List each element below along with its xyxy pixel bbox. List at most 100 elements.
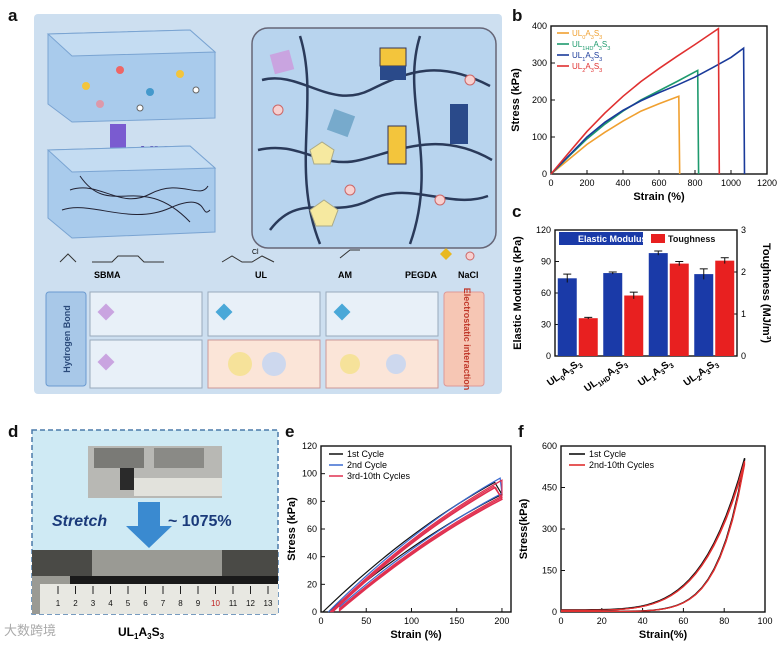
bar-modulus (603, 273, 623, 356)
legend-swatch (561, 234, 575, 243)
cycle-curve (329, 479, 503, 613)
ruler-number: 7 (161, 599, 166, 608)
x-tick-label: 100 (404, 616, 419, 626)
legend-entry: UL2A3S3 (572, 62, 602, 74)
modulus-toughness-chart-c: 0 30 60 90 120 0 1 2 3 Elastic Modulus (kPa) Tough… (512, 225, 772, 396)
x-category-label: UL0A3S3 (545, 357, 584, 390)
stretch-photo-panel-d: Stretch ~ 1075% 1 2 3 4 5 6 7 8 9 10 11 12 13 UL1A3S… (31, 429, 279, 641)
ruler-number: 6 (143, 599, 148, 608)
y-tick-label: 0 (312, 607, 317, 617)
y-tick-label: 600 (542, 441, 557, 451)
interaction-table: Hydrogen Bond Electrostatic interaction (45, 288, 485, 390)
panel-d-letter: d (8, 422, 19, 441)
y-tick-label: 90 (541, 257, 551, 267)
legend-entry: UL0A3S3 (572, 29, 602, 41)
x-tick-label: 150 (449, 616, 464, 626)
category-text: UL1HDA3S3 (582, 357, 630, 396)
y-tick-label: 80 (307, 496, 317, 506)
category-text: UL0A3S3 (545, 357, 584, 390)
legend-am: AM (338, 270, 352, 280)
ruler-number: 1 (56, 599, 61, 608)
y2-tick-label: 2 (741, 267, 746, 277)
sample-label: UL1A3S3 (118, 625, 165, 641)
x-tick-label: 1000 (721, 178, 741, 188)
legend-entry: UL1HDA3S3 (572, 40, 610, 52)
ruler-number: 8 (178, 599, 183, 608)
x-axis-title: Strain (%) (633, 191, 685, 203)
x-axis-title: Strain(%) (639, 629, 688, 641)
watermark-text: 大数跨境 (4, 623, 57, 638)
legend-bg-modulus (559, 232, 643, 245)
legend-sbma: SBMA (94, 270, 121, 280)
x-tick-label: 100 (757, 616, 772, 626)
category-text: UL2A3S3 (682, 357, 721, 390)
component-legend: SBMA UL AM PEGDA NaCl Cl (59, 248, 479, 280)
x-tick-label: 0 (548, 178, 553, 188)
y-tick-label: 60 (541, 288, 551, 298)
ruler-number: 4 (108, 599, 113, 608)
y-tick-label: 0 (552, 607, 557, 617)
y2-tick-label: 0 (741, 351, 746, 361)
x-tick-label: 400 (615, 178, 630, 188)
y-tick-label: 300 (542, 524, 557, 534)
legend-pegda: PEGDA (405, 270, 438, 280)
y-axis-title: Stress (kPa) (510, 68, 522, 132)
y-tick-label: 400 (532, 21, 547, 31)
bar-toughness (715, 260, 735, 356)
x-tick-label: 200 (494, 616, 509, 626)
stretch-label: Stretch (52, 513, 107, 530)
ruler-number: 12 (246, 599, 255, 608)
cycle-curve (322, 481, 503, 613)
bar-toughness (578, 318, 598, 356)
x-tick-label: 80 (719, 616, 729, 626)
ruler-number: 10 (211, 599, 220, 608)
y-tick-label: 60 (307, 524, 317, 534)
legend-entry: 2nd Cycle (347, 460, 387, 470)
series-line-0 (550, 95, 681, 175)
ruler-number: 5 (126, 599, 131, 608)
y-tick-label: 300 (532, 58, 547, 68)
y2-tick-label: 3 (741, 225, 746, 235)
schematic-panel-a: UV SBMA UL AM PEGDA NaCl Cl (34, 14, 502, 394)
hydrogel-cube (46, 145, 217, 239)
y-tick-label: 120 (302, 441, 317, 451)
panel-f-letter: f (518, 422, 524, 441)
legend-ul: UL (255, 270, 267, 280)
y-axis-title: Stress(kPa) (518, 498, 530, 559)
y-axis-title: Elastic Modulus (kPa) (512, 236, 524, 350)
bar-modulus (694, 274, 714, 356)
bar-modulus (557, 278, 577, 356)
panel-e-letter: e (285, 422, 295, 441)
x-tick-label: 50 (361, 616, 371, 626)
bar-toughness (669, 263, 689, 356)
panel-c-letter: c (512, 202, 522, 221)
stretch-arrow (126, 502, 172, 548)
ruler-number: 2 (73, 599, 78, 608)
cycle-curve (332, 486, 503, 613)
cyclic-chart-e: 0 50 100 150 200 0 20 40 60 80 100 120 Strain (%) Str… (286, 441, 512, 641)
legend-entry: 1st Cycle (347, 449, 384, 459)
legend-entry: 1st Cycle (589, 449, 626, 459)
panel-b-letter: b (512, 6, 523, 25)
x-tick-label: 60 (678, 616, 688, 626)
y-axis-title: Stress (kPa) (286, 497, 298, 561)
cycle-curve (560, 457, 746, 613)
x-tick-label: 800 (687, 178, 702, 188)
bar-modulus (648, 253, 668, 356)
x-tick-label: 0 (558, 616, 563, 626)
series-line-2 (550, 46, 746, 175)
y-tick-label: 0 (542, 169, 547, 179)
x-tick-label: 40 (638, 616, 648, 626)
y-tick-label: 120 (536, 225, 551, 235)
panel-a-letter: a (8, 6, 18, 25)
ruler-number: 13 (264, 599, 273, 608)
ul-chloride-label: Cl (252, 249, 259, 256)
stretch-value: ~ 1075% (168, 513, 232, 530)
y-tick-label: 20 (307, 579, 317, 589)
bar-toughness (624, 295, 644, 356)
cycle-curve (560, 460, 746, 613)
x-axis-title: Strain (%) (390, 629, 442, 641)
photo-after-stretch (32, 550, 278, 614)
legend-nacl: NaCl (458, 270, 479, 280)
stress-strain-chart-b: 0 200 400 600 800 1000 12000100200300400Strain… (510, 21, 777, 203)
